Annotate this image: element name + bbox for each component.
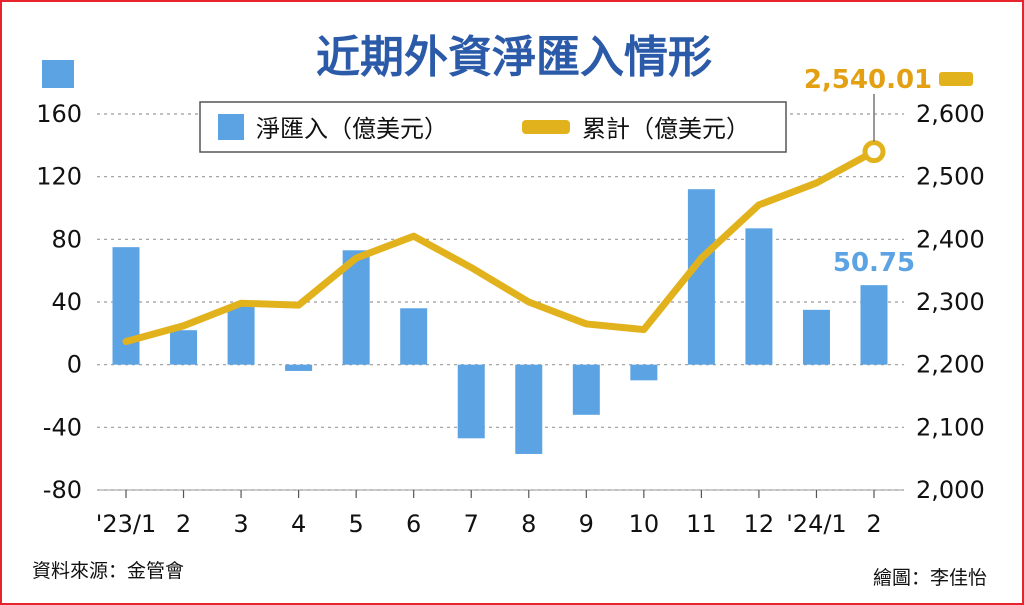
x-tick-label: 7 <box>464 510 479 538</box>
x-tick-label: 2 <box>176 510 191 538</box>
x-tick-label: 2 <box>866 510 881 538</box>
x-tick-label: 5 <box>349 510 364 538</box>
left-tick-label: 40 <box>51 288 82 316</box>
bar <box>687 189 715 365</box>
left-axis-swatch <box>42 60 74 88</box>
legend-bar-label: 淨匯入（億美元） <box>256 115 448 143</box>
bar-series <box>112 189 888 454</box>
bar <box>400 308 428 365</box>
bar <box>860 285 888 365</box>
last-bar-value-label: 50.75 <box>833 248 915 278</box>
bar <box>515 364 543 454</box>
legend-line-label: 累計（億美元） <box>582 115 750 143</box>
x-tick-label: 9 <box>579 510 594 538</box>
source-note: 資料來源：金管會 <box>32 560 184 582</box>
x-tick-label: '24/1 <box>786 510 847 538</box>
x-tick-label: 10 <box>629 510 660 538</box>
x-tick-label: 6 <box>406 510 421 538</box>
left-tick-label: 80 <box>51 225 82 253</box>
right-axis: 2,600 2,500 2,400 2,300 2,200 2,100 2,000 <box>916 100 985 504</box>
x-tick-label: 4 <box>291 510 306 538</box>
right-tick-label: 2,400 <box>916 225 985 253</box>
cumulative-line <box>122 148 878 345</box>
bar <box>170 330 198 365</box>
line-end-marker <box>862 140 886 164</box>
legend-line-swatch <box>522 120 570 134</box>
x-tick-label: 11 <box>686 510 717 538</box>
bar <box>285 364 313 371</box>
x-tick-label: 12 <box>744 510 775 538</box>
left-axis: 160 120 80 40 0 -40 -80 <box>36 100 82 504</box>
right-tick-label: 2,200 <box>916 351 985 379</box>
bar <box>227 305 255 365</box>
left-tick-label: 0 <box>67 351 82 379</box>
left-tick-label: 120 <box>36 163 82 191</box>
legend-bar-swatch <box>218 114 244 140</box>
credit-note: 繪圖：李佳怡 <box>873 567 987 589</box>
bar <box>802 309 830 365</box>
line-series <box>122 140 886 345</box>
right-tick-label: 2,000 <box>916 476 985 504</box>
x-axis: '23/1 2 3 4 5 6 7 8 9 10 11 12 '24/1 2 <box>96 489 904 538</box>
bar <box>457 364 485 439</box>
right-tick-label: 2,500 <box>916 163 985 191</box>
legend: 淨匯入（億美元） 累計（億美元） <box>199 101 787 153</box>
x-tick-label: '23/1 <box>96 510 157 538</box>
right-tick-label: 2,100 <box>916 413 985 441</box>
legend-box <box>199 101 787 153</box>
grid-lines <box>97 113 904 491</box>
bar <box>572 364 600 415</box>
left-tick-label: -40 <box>43 413 82 441</box>
bar <box>630 364 658 381</box>
right-axis-swatch <box>939 72 973 86</box>
chart-title: 近期外資淨匯入情形 <box>316 32 712 83</box>
right-tick-label: 2,600 <box>916 100 985 128</box>
x-tick-label: 8 <box>521 510 536 538</box>
last-line-value-label: 2,540.01 <box>804 65 932 95</box>
bar <box>112 247 140 365</box>
bar <box>745 228 773 365</box>
x-tick-label: 3 <box>233 510 248 538</box>
left-tick-label: 160 <box>36 100 82 128</box>
right-tick-label: 2,300 <box>916 288 985 316</box>
left-tick-label: -80 <box>43 476 82 504</box>
